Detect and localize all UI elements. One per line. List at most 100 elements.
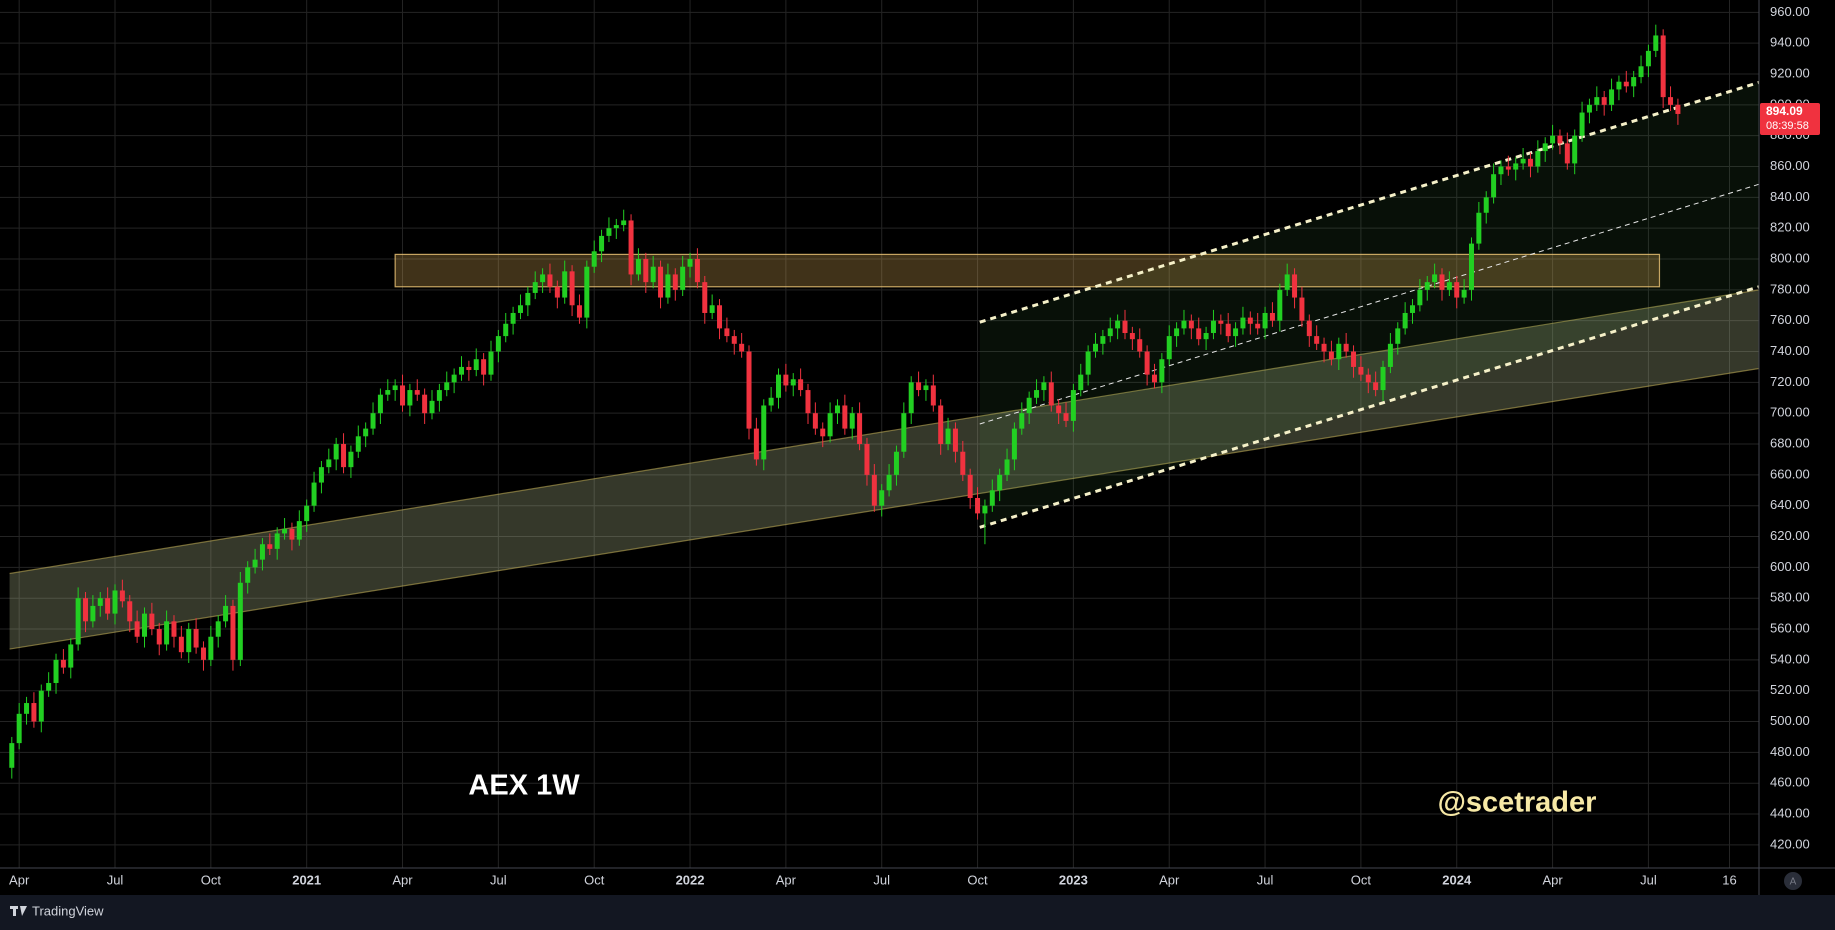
candle-body [1048, 382, 1054, 406]
candle-body [1468, 243, 1474, 290]
candle-body [355, 436, 361, 452]
candle-body [1188, 320, 1194, 329]
candle-body [628, 220, 634, 275]
y-tick-label: 580.00 [1770, 590, 1810, 605]
candle-body [1660, 35, 1666, 98]
x-tick-label: 16 [1722, 872, 1736, 887]
candle-body [1299, 297, 1305, 321]
candle-body [842, 405, 848, 429]
candle-body [591, 251, 597, 267]
candle-body [731, 336, 737, 344]
y-tick-label: 820.00 [1770, 220, 1810, 235]
candle-body [694, 259, 700, 283]
candle-body [709, 305, 715, 313]
candle-body [1572, 135, 1578, 164]
candle-body [1402, 312, 1408, 329]
candle-body [834, 405, 840, 414]
candle-body [576, 305, 582, 318]
candle-body [1520, 158, 1526, 164]
candle-body [517, 305, 523, 313]
candle-body [1410, 305, 1416, 313]
candle-body [879, 490, 885, 506]
chart-title: AEX 1W [468, 770, 580, 802]
candle-body [24, 703, 30, 714]
candle-body [1321, 343, 1327, 352]
candle-body [569, 271, 575, 306]
candle-body [156, 629, 162, 645]
candle-body [1151, 374, 1157, 383]
candle-body [31, 703, 37, 722]
candle-body [820, 428, 826, 437]
candle-body [776, 374, 782, 398]
candle-body [245, 567, 251, 583]
y-tick-label: 560.00 [1770, 620, 1810, 635]
candle-body [16, 713, 22, 744]
x-tick-label: Jul [107, 872, 124, 887]
candle-body [849, 413, 855, 429]
x-tick-label: Jul [490, 872, 507, 887]
x-tick-label: Oct [201, 872, 222, 887]
candle-body [783, 374, 789, 386]
candle-body [893, 451, 899, 475]
candle-body [753, 428, 759, 460]
candle-body [304, 505, 310, 522]
y-tick-label: 620.00 [1770, 528, 1810, 543]
candle-body [370, 413, 376, 429]
candle-body [259, 544, 265, 560]
candle-body [945, 428, 951, 445]
candle-body [952, 428, 958, 452]
candle-body [1203, 333, 1209, 340]
candle-body [1564, 143, 1570, 164]
candle-body [1100, 336, 1106, 344]
candle-body [1078, 374, 1084, 391]
y-tick-label: 700.00 [1770, 405, 1810, 420]
candle-body [326, 459, 332, 468]
brand-logo[interactable] [10, 906, 27, 916]
candle-body [252, 559, 258, 568]
candle-body [1461, 289, 1467, 298]
candle-body [385, 390, 391, 395]
candle-body [1343, 343, 1349, 352]
x-tick-label: Apr [392, 872, 413, 887]
candle-body [975, 497, 981, 514]
y-tick-label: 780.00 [1770, 281, 1810, 296]
candle-body [1314, 336, 1320, 344]
candle-body [768, 397, 774, 406]
candle-body [495, 336, 501, 352]
y-tick-label: 640.00 [1770, 497, 1810, 512]
candle-body [1269, 312, 1275, 321]
x-tick-label: Oct [967, 872, 988, 887]
candle-body [724, 328, 730, 337]
candle-body [1527, 158, 1533, 167]
candle-body [635, 259, 641, 275]
candle-body [377, 394, 383, 414]
candle-body [1505, 166, 1511, 170]
candle-body [1129, 333, 1135, 340]
channel-lower [979, 285, 1759, 529]
candle-body [960, 451, 966, 475]
candle-body [790, 379, 796, 386]
x-tick-label: 2023 [1059, 872, 1088, 887]
resistance-zone [394, 253, 1661, 288]
candle-body [1535, 151, 1541, 167]
grid [0, 0, 1759, 868]
candle-body [9, 743, 15, 768]
x-tick-label: Apr [9, 872, 30, 887]
candle-body [739, 343, 745, 352]
candle-body [1483, 197, 1489, 213]
auto-scale-label[interactable]: A [1790, 877, 1797, 888]
auto-scale-button[interactable] [1784, 872, 1802, 890]
candle-body [1336, 343, 1342, 360]
candle-body [1056, 405, 1062, 414]
countdown-label: 08:39:58 [1766, 120, 1809, 132]
candle-body [1004, 459, 1010, 475]
candle-body [525, 292, 531, 306]
channel-mid [979, 183, 1759, 425]
last-price-box [1760, 102, 1820, 135]
candle-body [112, 590, 118, 614]
y-tick-label: 860.00 [1770, 158, 1810, 173]
y-tick-label: 960.00 [1770, 4, 1810, 19]
candle-body [510, 312, 516, 324]
brand-name[interactable]: TradingView [32, 903, 104, 918]
